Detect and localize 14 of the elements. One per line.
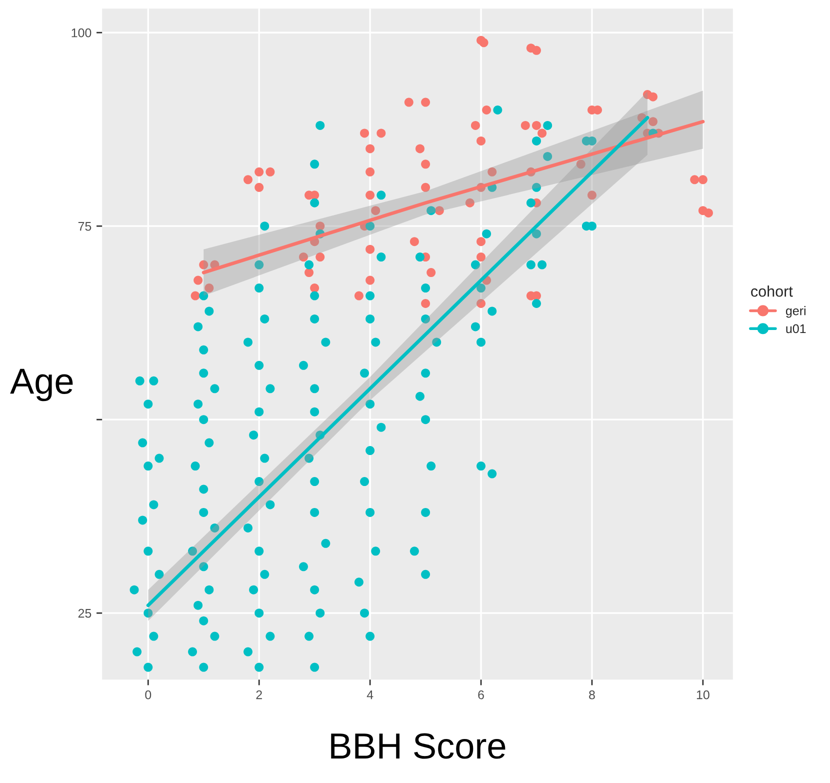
legend-label: geri [786, 306, 806, 318]
legend-label: u01 [786, 324, 806, 334]
y-axis-title: Age [10, 368, 73, 402]
x-tick-label: 6 [478, 690, 484, 700]
x-tick-label: 0 [145, 690, 152, 700]
x-tick-label: 4 [366, 690, 374, 700]
y-tick-label: 100 [72, 28, 92, 38]
x-axis-title: BBH Score [331, 733, 506, 759]
y-tick-label: 25 [78, 608, 92, 618]
x-tick-label: 10 [696, 690, 710, 700]
y-tick-label: 75 [78, 222, 92, 231]
legend-title: cohort [751, 286, 793, 297]
x-tick-label: 8 [589, 690, 595, 700]
x-tick-label: 2 [256, 690, 262, 700]
